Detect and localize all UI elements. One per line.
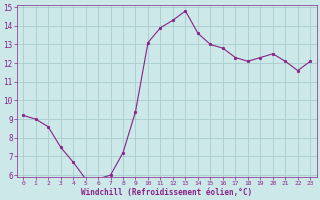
X-axis label: Windchill (Refroidissement éolien,°C): Windchill (Refroidissement éolien,°C) (81, 188, 252, 197)
